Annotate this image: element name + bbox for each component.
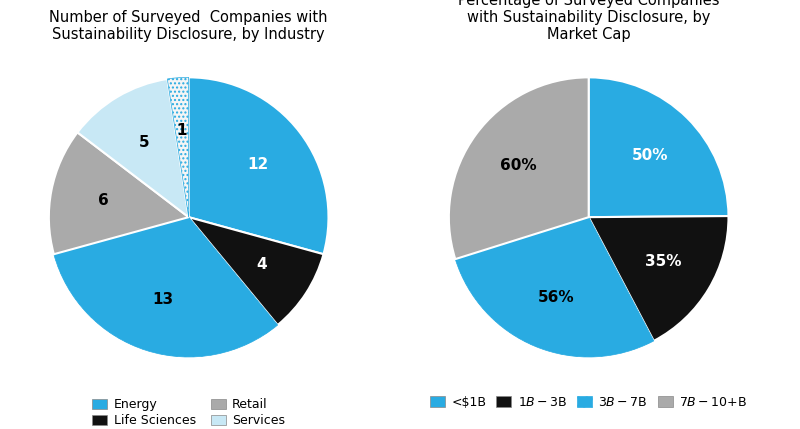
Wedge shape (589, 77, 729, 217)
Wedge shape (54, 217, 278, 357)
Wedge shape (449, 77, 589, 259)
Wedge shape (589, 216, 729, 341)
Title: Number of Surveyed  Companies with
Sustainability Disclosure, by Industry: Number of Surveyed Companies with Sustai… (50, 10, 328, 42)
Text: 56%: 56% (538, 290, 574, 305)
Legend: <$1B, $1B-$3B, $3B-$7B, $7B-$10+B: <$1B, $1B-$3B, $3B-$7B, $7B-$10+B (425, 391, 752, 414)
Wedge shape (78, 79, 189, 217)
Wedge shape (167, 77, 189, 217)
Text: 1: 1 (177, 123, 187, 138)
Text: 5: 5 (139, 135, 150, 150)
Text: 13: 13 (152, 292, 173, 307)
Text: 35%: 35% (645, 254, 682, 269)
Title: Percentage of Surveyed Companies
with Sustainability Disclosure, by
Market Cap: Percentage of Surveyed Companies with Su… (458, 0, 719, 42)
Wedge shape (455, 217, 654, 357)
Text: 50%: 50% (631, 148, 668, 163)
Wedge shape (189, 77, 329, 254)
Text: 60%: 60% (501, 158, 537, 173)
Text: 4: 4 (256, 257, 266, 272)
Legend: Energy, Life Sciences, Technology, Retail, Services, Other: Energy, Life Sciences, Technology, Retai… (87, 393, 290, 429)
Text: 12: 12 (247, 157, 268, 172)
Wedge shape (189, 217, 323, 325)
Wedge shape (49, 133, 189, 254)
Text: 6: 6 (98, 193, 109, 208)
